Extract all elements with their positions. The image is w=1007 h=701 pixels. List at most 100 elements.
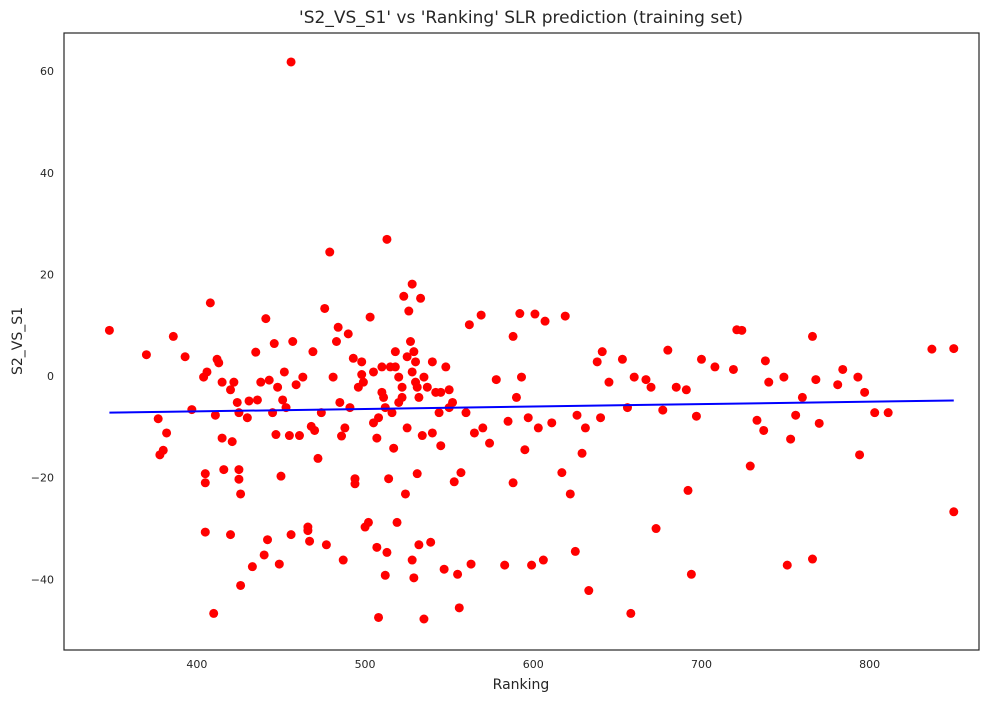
scatter-point (597, 347, 607, 357)
scatter-point (807, 331, 817, 341)
chart-title: 'S2_VS_S1' vs 'Ranking' SLR prediction (… (299, 8, 743, 28)
scatter-point (422, 382, 432, 392)
scatter-point (394, 372, 404, 382)
scatter-point (696, 354, 706, 364)
scatter-point (294, 431, 304, 441)
scatter-point (797, 392, 807, 402)
scatter-point (252, 395, 262, 405)
regression-line (109, 399, 954, 414)
scatter-point (759, 425, 769, 435)
scatter-point (263, 535, 273, 545)
scatter-point (737, 325, 747, 335)
scatter-point (308, 347, 318, 357)
scatter-point (343, 329, 353, 339)
scatter-point (454, 603, 464, 613)
scatter-point (686, 569, 696, 579)
scatter-point (436, 387, 446, 397)
scatter-point (328, 372, 338, 382)
scatter-point (807, 554, 817, 564)
scatter-point (870, 408, 880, 418)
scatter-point (404, 306, 414, 316)
scatter-point (565, 489, 575, 499)
scatter-point (833, 380, 843, 390)
scatter-point (584, 586, 594, 596)
scatter-point (838, 364, 848, 374)
scatter-point (409, 347, 419, 357)
scatter-point (927, 344, 937, 354)
scatter-point (617, 354, 627, 364)
scatter-point (500, 560, 510, 570)
y-tick-label: −40 (31, 573, 54, 586)
scatter-point (227, 437, 237, 447)
scatter-point (358, 377, 368, 387)
scatter-point (414, 540, 424, 550)
scatter-point (234, 408, 244, 418)
scatter-point (382, 234, 392, 244)
scatter-point (427, 428, 437, 438)
scatter-point (560, 311, 570, 321)
scatter-point (380, 570, 390, 580)
scatter-point (405, 337, 415, 346)
scatter-point (219, 465, 229, 475)
x-tick-label: 800 (859, 658, 880, 671)
scatter-point (271, 430, 281, 440)
scatter-point (728, 364, 738, 374)
scatter-point (412, 382, 422, 392)
scatter-point (399, 291, 409, 301)
scatter-point (390, 362, 400, 372)
scatter-point (236, 580, 246, 590)
scatter-point (860, 387, 870, 397)
scatter-point (596, 413, 606, 423)
scatter-point (427, 357, 437, 367)
scatter-point (187, 405, 197, 415)
scatter-point (476, 310, 486, 320)
scatter-point (651, 524, 661, 534)
scatter-point (380, 403, 390, 413)
scatter-point (407, 279, 417, 289)
x-tick-label: 700 (691, 658, 712, 671)
scatter-point (478, 423, 488, 433)
scatter-point (540, 316, 550, 326)
scatter-point (372, 542, 382, 552)
scatter-point (286, 57, 296, 67)
scatter-point (469, 428, 479, 438)
scatter-point (340, 423, 350, 433)
scatter-point (779, 372, 789, 382)
scatter-point (269, 339, 279, 349)
y-tick-label: 0 (47, 370, 54, 383)
y-tick-label: 60 (40, 65, 54, 78)
scatter-point (629, 372, 639, 382)
scatter-point (372, 433, 382, 443)
scatter-point (414, 392, 424, 402)
scatter-point (389, 443, 399, 453)
scatter-point (397, 382, 407, 392)
scatter-point (402, 423, 412, 433)
scatter-point (392, 517, 402, 527)
scatter-point (390, 347, 400, 357)
scatter-point (592, 357, 602, 367)
scatter-point (229, 377, 239, 387)
scatter-point (663, 345, 673, 355)
scatter-point (580, 423, 590, 433)
scatter-point (345, 403, 355, 413)
scatter-point (557, 468, 567, 478)
scatter-point (153, 414, 163, 424)
scatter-point (503, 416, 513, 426)
scatter-point (320, 303, 330, 313)
scatter-point (333, 322, 343, 332)
scatter-point (464, 320, 474, 330)
y-tick-label: 40 (40, 167, 54, 180)
scatter-point (786, 434, 796, 444)
scatter-point (303, 526, 313, 536)
scatter-point (291, 380, 301, 390)
scatter-point (325, 247, 335, 257)
scatter-point (276, 471, 286, 481)
scatter-point (214, 358, 224, 368)
scatter-point (691, 411, 701, 421)
scatter-point (671, 382, 681, 392)
scatter-point (278, 395, 288, 405)
scatter-point (814, 418, 824, 428)
scatter-point (200, 469, 210, 479)
scatter-point (491, 375, 501, 385)
